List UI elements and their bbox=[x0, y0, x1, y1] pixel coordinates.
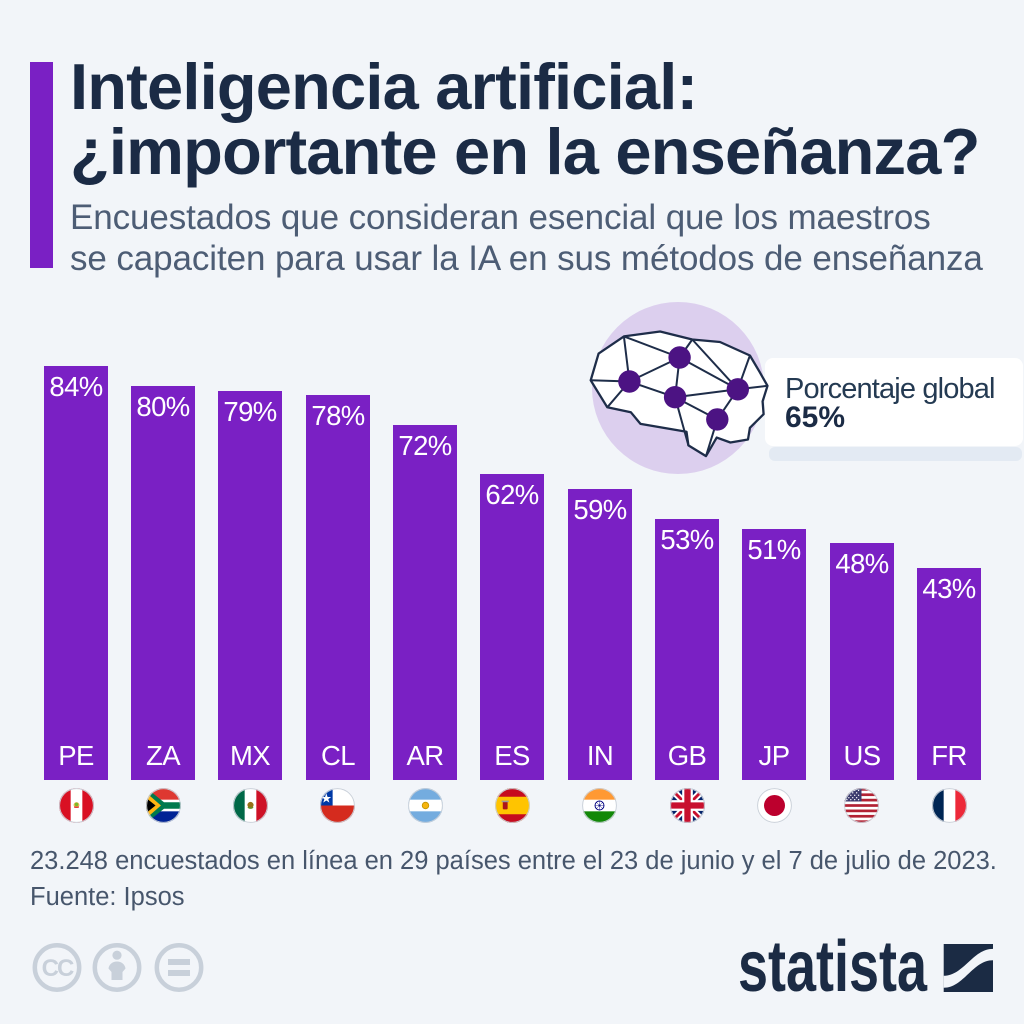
svg-text:statista: statista bbox=[738, 927, 928, 1005]
svg-text:CC: CC bbox=[42, 955, 74, 982]
